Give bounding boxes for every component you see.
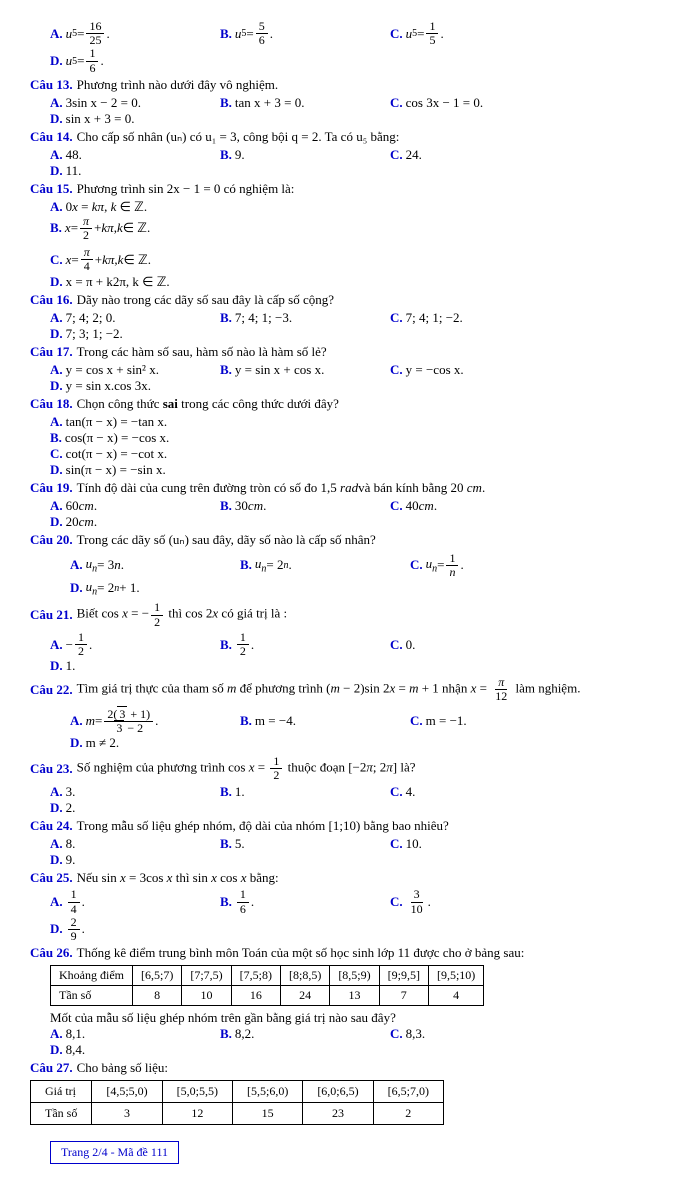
q26-text: Thống kê điểm trung bình môn Toán của mộ… — [77, 945, 525, 961]
table-cell: 13 — [330, 986, 379, 1006]
table-cell: [4,5;5,0) — [92, 1081, 162, 1103]
q24-options: A.8. B.5. C.10. D.9. — [30, 836, 670, 868]
table-cell: [8;8,5) — [280, 966, 329, 986]
q19: Câu 19. Tính độ dài của cung trên đường … — [30, 480, 670, 496]
q21-options: A.−12. B.12. C.0. D.1. — [30, 631, 670, 674]
q16-text: Dãy nào trong các dãy số sau đây là cấp … — [77, 292, 334, 308]
table-cell: 10 — [182, 986, 231, 1006]
q21: Câu 21. Biết cos x = −12 thì cos 2x có g… — [30, 601, 670, 628]
opt-c: C. u5 = 15. — [390, 20, 540, 47]
q20-options: A.un = 3n. B.un = 2n. C. un = 1n. D.un =… — [50, 552, 670, 598]
q13-text: Phương trình nào dưới đây vô nghiệm. — [77, 77, 279, 93]
table-cell: 2 — [373, 1103, 443, 1125]
table-cell: 16 — [231, 986, 280, 1006]
q24-text: Trong mẫu số liệu ghép nhóm, độ dài của … — [77, 818, 449, 834]
table-cell: 15 — [232, 1103, 302, 1125]
q26: Câu 26. Thống kê điểm trung bình môn Toá… — [30, 945, 670, 961]
q12-options: A. u5 = 1625. B. u5 = 56. C. u5 = 15. D.… — [30, 20, 670, 75]
q18: Câu 18. Chọn công thức sai trong các côn… — [30, 396, 670, 412]
table-cell: [6,5;7,0) — [373, 1081, 443, 1103]
q23: Câu 23. Số nghiệm của phương trình cos x… — [30, 755, 670, 782]
q15-options2: C. x = π4 + kπ, k ∈ ℤ. D.x = π + k2π, k … — [30, 246, 670, 289]
table-cell: [7,5;8) — [231, 966, 280, 986]
table-cell: 3 — [92, 1103, 162, 1125]
table-cell: 23 — [303, 1103, 373, 1125]
q23-options: A.3. B.1. C.4. D.2. — [30, 784, 670, 816]
table-cell: Tần số — [51, 986, 133, 1006]
q17: Câu 17. Trong các hàm số sau, hàm số nào… — [30, 344, 670, 360]
table-cell: Khoảng điểm — [51, 966, 133, 986]
q25-options: A.14. B.16. C.310. D.29. — [30, 888, 670, 943]
table-cell: 8 — [133, 986, 182, 1006]
q13-options: A.3sin x − 2 = 0. B.tan x + 3 = 0. C.cos… — [30, 95, 670, 127]
opt-b: B. u5 = 56. — [220, 20, 370, 47]
table-cell: [9;9,5] — [379, 966, 428, 986]
opt-d: D. u5 = 16. — [50, 47, 200, 74]
q22: Câu 22. Tìm giá trị thực của tham số m đ… — [30, 676, 670, 703]
opt-a: A. u5 = 1625. — [50, 20, 200, 47]
table-cell: 12 — [162, 1103, 232, 1125]
table-cell: [6,0;6,5) — [303, 1081, 373, 1103]
page-footer: Trang 2/4 - Mã đề 111 — [50, 1141, 179, 1164]
table-cell: [7;7,5) — [182, 966, 231, 986]
q26-table: Khoảng điểm[6,5;7)[7;7,5)[7,5;8)[8;8,5)[… — [50, 965, 484, 1006]
q17-text: Trong các hàm số sau, hàm số nào là hàm … — [77, 344, 327, 360]
table-cell: Giá trị — [31, 1081, 92, 1103]
q14: Câu 14. Cho cấp số nhân (uₙ) có u₁ = 3, … — [30, 129, 670, 145]
q27-table: Giá trị[4,5;5,0)[5,0;5,5)[5,5;6,0)[6,0;6… — [30, 1080, 444, 1125]
q25: Câu 25. Nếu sin x = 3cos x thì sin x cos… — [30, 870, 670, 886]
table-cell: [5,5;6,0) — [232, 1081, 302, 1103]
table-cell: [8,5;9) — [330, 966, 379, 986]
q26-options: A.8,1. B.8,2. C.8,3. D.8,4. — [30, 1026, 670, 1058]
q24: Câu 24. Trong mẫu số liệu ghép nhóm, độ … — [30, 818, 670, 834]
q18-options: A.tan(π − x) = −tan x. B.cos(π − x) = −c… — [30, 414, 670, 446]
q15-text: Phương trình sin 2x − 1 = 0 có nghiệm là… — [77, 181, 295, 197]
table-cell: 4 — [428, 986, 483, 1006]
q27: Câu 27. Cho bảng số liệu: — [30, 1060, 670, 1076]
q20: Câu 20. Trong các dãy số (uₙ) sau đây, d… — [30, 532, 670, 548]
q14-text: Cho cấp số nhân (uₙ) có u₁ = 3, công bội… — [77, 129, 400, 145]
q19-options: A.60cm. B.30cm. C.40cm. D.20cm. — [30, 498, 670, 530]
table-cell: Tần số — [31, 1103, 92, 1125]
table-cell: [6,5;7) — [133, 966, 182, 986]
q16: Câu 16. Dãy nào trong các dãy số sau đây… — [30, 292, 670, 308]
q15-options: A.0x = kπ, k ∈ ℤ. B. x = π2 + kπ, k ∈ ℤ. — [30, 199, 670, 242]
q26-text2: Mốt của mẫu số liệu ghép nhóm trên gần b… — [30, 1010, 670, 1026]
q14-options: A.48. B.9. C.24. D.11. — [30, 147, 670, 179]
q15: Câu 15. Phương trình sin 2x − 1 = 0 có n… — [30, 181, 670, 197]
table-cell: [9,5;10) — [428, 966, 483, 986]
q22-options: A. m = 2(3 + 1)3 − 2. B.m = −4. C.m = −1… — [50, 708, 670, 751]
q13: Câu 13. Phương trình nào dưới đây vô ngh… — [30, 77, 670, 93]
q16-options: A.7; 4; 2; 0. B.7; 4; 1; −3. C.7; 4; 1; … — [30, 310, 670, 342]
q17-options: A.y = cos x + sin² x. B.y = sin x + cos … — [30, 362, 670, 394]
q18-options2: C.cot(π − x) = −cot x. D.sin(π − x) = −s… — [30, 446, 670, 478]
table-cell: 24 — [280, 986, 329, 1006]
table-cell: 7 — [379, 986, 428, 1006]
table-cell: [5,0;5,5) — [162, 1081, 232, 1103]
q27-text: Cho bảng số liệu: — [77, 1060, 168, 1076]
q20-text: Trong các dãy số (uₙ) sau đây, dãy số nà… — [77, 532, 376, 548]
